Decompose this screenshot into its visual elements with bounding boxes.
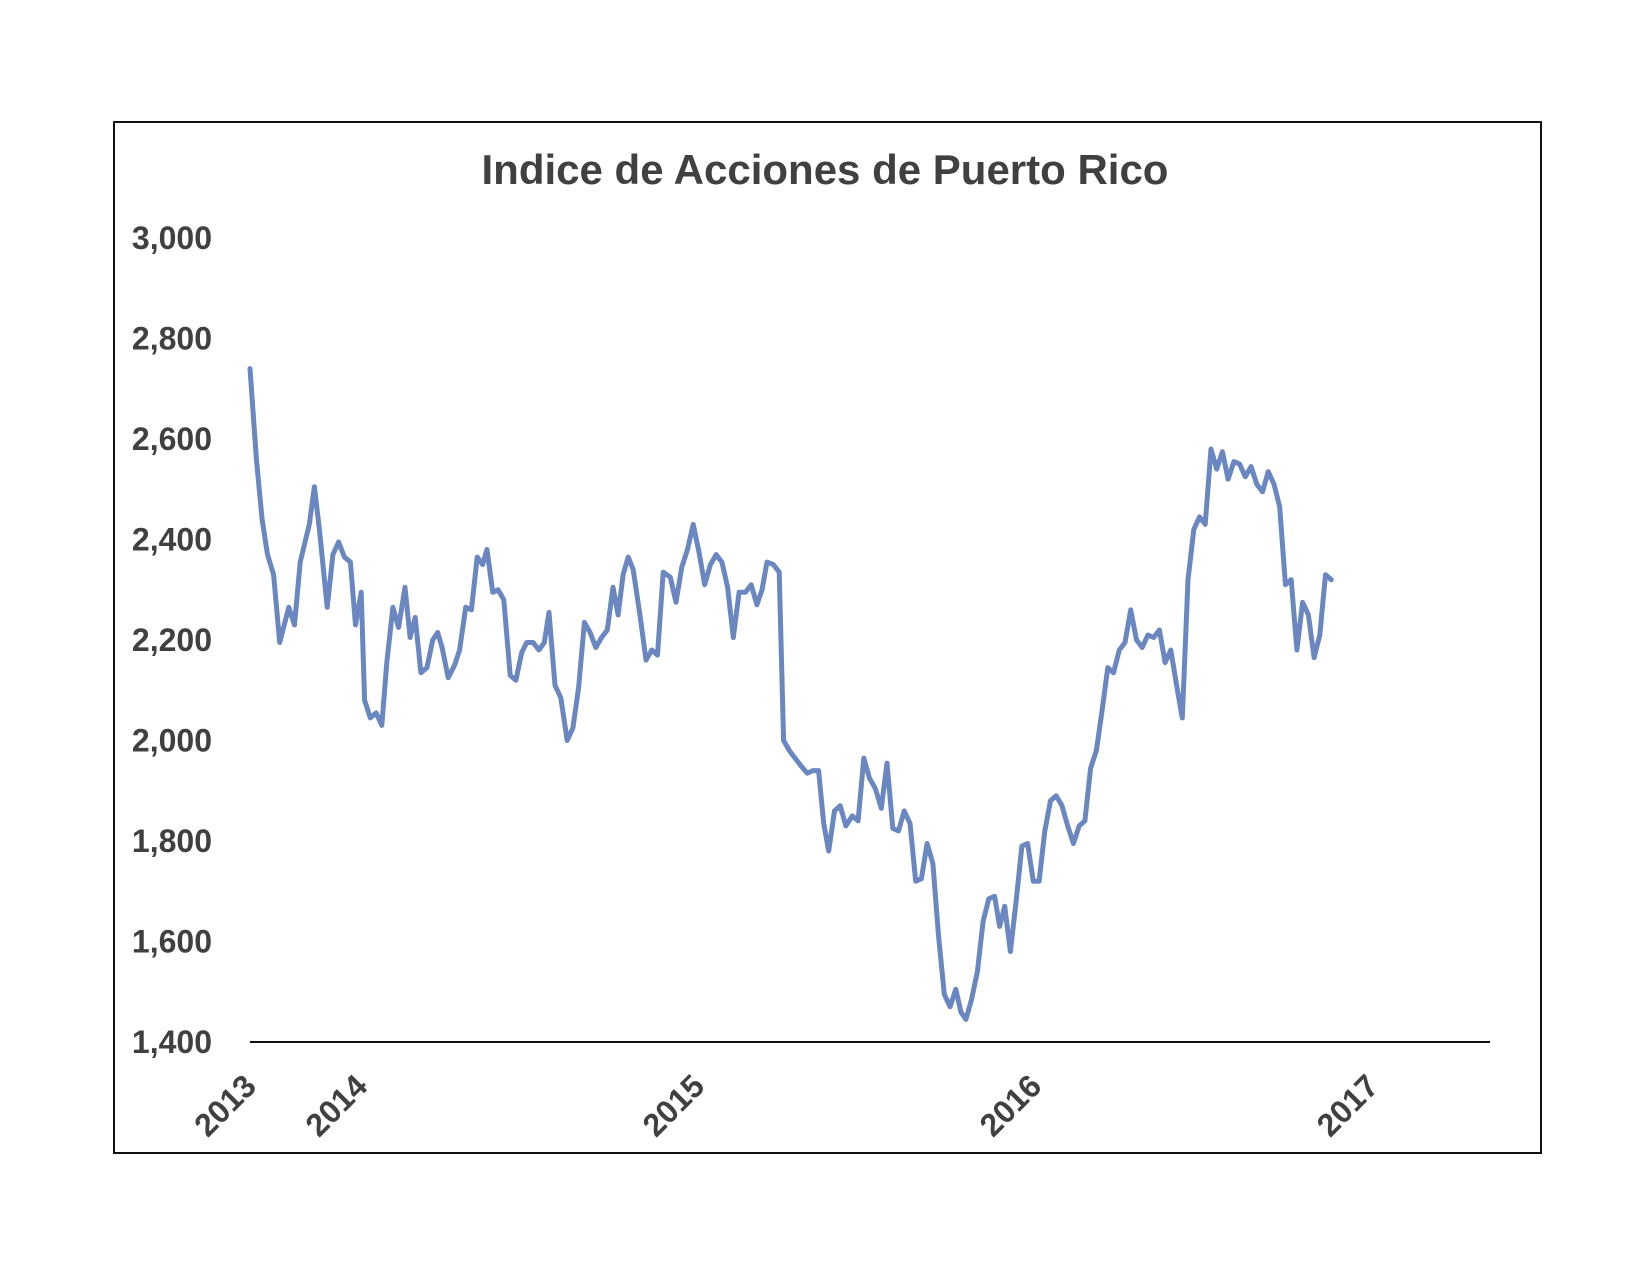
x-tick-label: 2016 xyxy=(973,1067,1049,1143)
x-tick-label: 2014 xyxy=(298,1067,374,1143)
y-tick-label: 2,200 xyxy=(132,622,212,658)
series-line xyxy=(247,366,1334,1022)
x-tick-label: 2015 xyxy=(635,1067,711,1143)
x-tick-label: 2017 xyxy=(1310,1067,1386,1143)
y-tick-label: 1,600 xyxy=(132,924,212,960)
y-axis-ticks: 1,400 1,600 1,800 2,000 2,200 2,400 2,600 2,800… xyxy=(132,220,212,1060)
y-tick-label: 1,400 xyxy=(132,1024,212,1060)
y-tick-label: 3,000 xyxy=(132,220,212,256)
y-tick-label: 2,000 xyxy=(132,723,212,759)
y-tick-label: 2,800 xyxy=(132,321,212,357)
chart-title: Indice de Acciones de Puerto Rico xyxy=(481,146,1169,193)
x-axis-ticks: 2013 2014 2015 2016 2017 xyxy=(187,1067,1385,1143)
chart-frame xyxy=(113,121,1542,1154)
y-tick-label: 2,400 xyxy=(132,522,212,558)
y-tick-label: 2,600 xyxy=(132,421,212,457)
x-tick-label: 2013 xyxy=(187,1067,263,1143)
y-tick-label: 1,800 xyxy=(132,823,212,859)
